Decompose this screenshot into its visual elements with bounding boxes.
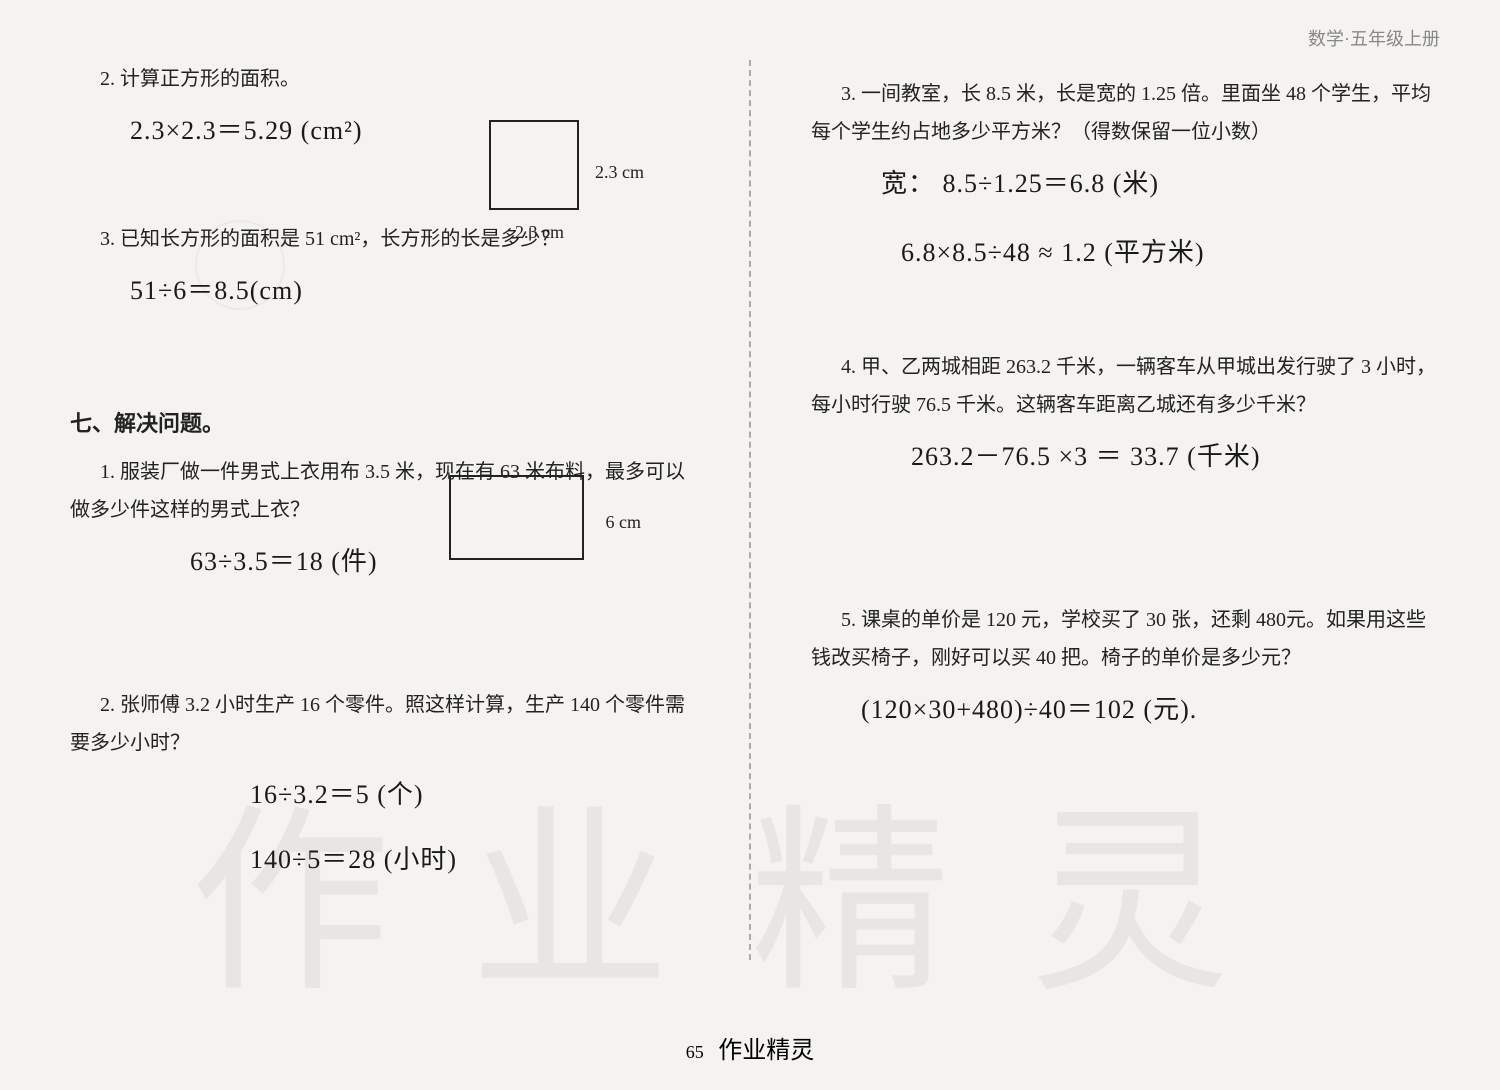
problem-right-3: 3. 一间教室，长 8.5 米，长是宽的 1.25 倍。里面坐 48 个学生，平… (811, 75, 1440, 278)
problem-right-4: 4. 甲、乙两城相距 263.2 千米，一辆客车从甲城出发行驶了 3 小时，每小… (811, 348, 1440, 481)
problem-7-2: 2. 张师傅 3.2 小时生产 16 个零件。照这样计算，生产 140 个零件需… (70, 686, 699, 884)
problem-right-5-answer: (120×30+480)÷40＝102 (元). (861, 685, 1440, 734)
square-diagram (489, 120, 579, 210)
square-label-right: 2.3 cm (595, 155, 644, 189)
problem-right-3-answer2: 6.8×8.5÷48 ≈ 1.2 (平方米) (901, 228, 1440, 277)
column-divider (749, 60, 751, 960)
right-column: 3. 一间教室，长 8.5 米，长是宽的 1.25 倍。里面坐 48 个学生，平… (781, 30, 1460, 1060)
problem-right-5: 5. 课桌的单价是 120 元，学校买了 30 张，还剩 480元。如果用这些钱… (811, 601, 1440, 734)
rect-diagram (449, 475, 584, 560)
problem-right-3-text: 3. 一间教室，长 8.5 米，长是宽的 1.25 倍。里面坐 48 个学生，平… (811, 75, 1440, 151)
problem-right-4-answer: 263.2－76.5 ×3 ＝ 33.7 (千米) (911, 432, 1440, 481)
page-container: 2. 计算正方形的面积。 2.3×2.3＝5.29 (cm²) 2.3 cm 2… (40, 30, 1460, 1060)
problem-left-2: 2. 计算正方形的面积。 2.3×2.3＝5.29 (cm²) 2.3 cm 2… (70, 60, 699, 155)
left-column: 2. 计算正方形的面积。 2.3×2.3＝5.29 (cm²) 2.3 cm 2… (40, 30, 719, 1060)
problem-right-4-text: 4. 甲、乙两城相距 263.2 千米，一辆客车从甲城出发行驶了 3 小时，每小… (811, 348, 1440, 424)
problem-7-2-answer2: 140÷5＝28 (小时) (250, 835, 699, 884)
section-7-title: 七、解决问题。 (70, 406, 699, 438)
problem-left-2-text: 2. 计算正方形的面积。 (70, 60, 699, 98)
problem-right-3-answer1: 宽： 8.5÷1.25＝6.8 (米) (881, 159, 1440, 208)
problem-right-5-text: 5. 课桌的单价是 120 元，学校买了 30 张，还剩 480元。如果用这些钱… (811, 601, 1440, 677)
problem-left-3-answer: 51÷6＝8.5(cm) (130, 266, 699, 315)
problem-left-3: 3. 已知长方形的面积是 51 cm²，长方形的长是多少？ 51÷6＝8.5(c… (70, 220, 699, 315)
problem-7-2-answer1: 16÷3.2＝5 (个) (250, 770, 699, 819)
problem-7-2-text: 2. 张师傅 3.2 小时生产 16 个零件。照这样计算，生产 140 个零件需… (70, 686, 699, 762)
problem-7-1-answer: 63÷3.5＝18 (件) (190, 537, 699, 586)
rect-label-right: 6 cm (606, 505, 642, 539)
problem-left-2-answer: 2.3×2.3＝5.29 (cm²) (130, 106, 699, 155)
problem-left-3-text: 3. 已知长方形的面积是 51 cm²，长方形的长是多少？ (70, 220, 699, 258)
